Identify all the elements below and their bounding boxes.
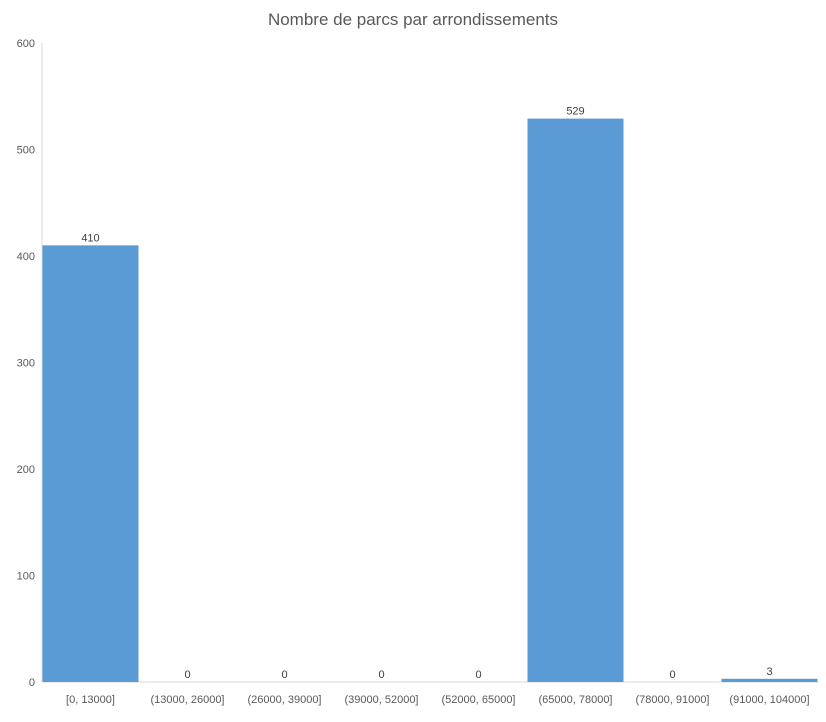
x-tick-label: (78000, 91000]: [635, 694, 709, 706]
x-tick-label: (65000, 78000]: [538, 694, 612, 706]
y-tick-label: 0: [29, 677, 35, 689]
bar-value-label: 410: [81, 232, 99, 244]
x-tick-label: (52000, 65000]: [441, 694, 515, 706]
x-tick-label: (26000, 39000]: [247, 694, 321, 706]
data-labels: 410 0 0 0 0 529 0 3: [81, 106, 772, 681]
bar-value-label: 0: [669, 669, 675, 681]
y-tick-label: 600: [17, 38, 35, 50]
bar-value-label: 0: [281, 669, 287, 681]
x-axis-ticks: [0, 13000] (13000, 26000] (26000, 39000] (3…: [66, 694, 810, 706]
y-tick-label: 100: [17, 571, 35, 583]
x-tick-label: [0, 13000]: [66, 694, 115, 706]
bar-value-label: 529: [566, 106, 584, 118]
y-tick-label: 300: [17, 358, 35, 370]
y-tick-label: 400: [17, 251, 35, 263]
bar-value-label: 0: [184, 669, 190, 681]
y-tick-label: 200: [17, 464, 35, 476]
x-tick-label: (91000, 104000]: [729, 694, 809, 706]
bar-value-label: 0: [378, 669, 384, 681]
x-tick-label: (13000, 26000]: [150, 694, 224, 706]
y-tick-label: 500: [17, 145, 35, 157]
x-tick-label: (39000, 52000]: [344, 694, 418, 706]
bar: [527, 118, 624, 683]
bar-value-label: 3: [766, 666, 772, 678]
bars: [42, 118, 818, 683]
bar-value-label: 0: [475, 669, 481, 681]
bar: [721, 678, 818, 682]
bar: [42, 245, 139, 682]
y-axis-ticks: 0 100 200 300 400 500 600: [17, 38, 35, 689]
chart-title: Nombre de parcs par arrondissements: [268, 10, 558, 29]
